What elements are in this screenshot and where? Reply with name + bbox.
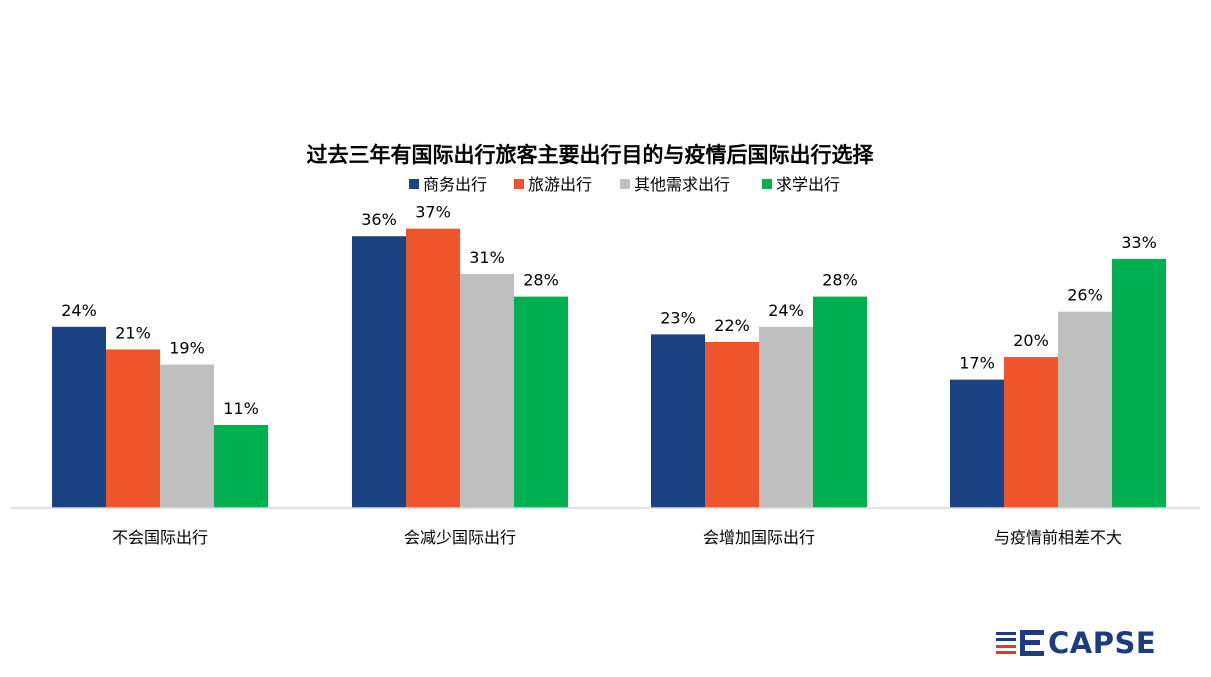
bar-group	[52, 228, 1166, 508]
bar	[759, 326, 813, 508]
legend-label: 商务出行	[423, 175, 487, 194]
data-label: 37%	[415, 203, 451, 222]
legend-swatch	[409, 179, 419, 189]
bar	[214, 424, 268, 508]
bar	[460, 273, 514, 508]
bar	[1004, 357, 1058, 508]
data-label: 24%	[61, 301, 97, 320]
chart-title: 过去三年有国际出行旅客主要出行目的与疫情后国际出行选择	[307, 143, 875, 167]
bar	[705, 341, 759, 508]
category-label: 不会国际出行	[112, 528, 208, 547]
capse-logo: CAPSE	[996, 625, 1156, 661]
bar	[1112, 258, 1166, 508]
bar	[160, 364, 214, 508]
category-label: 会减少国际出行	[404, 528, 516, 547]
legend-swatch	[762, 179, 772, 189]
bar	[1058, 311, 1112, 508]
data-label: 23%	[660, 308, 696, 327]
bar	[514, 296, 568, 508]
bar	[406, 228, 460, 508]
legend-label: 旅游出行	[528, 175, 592, 194]
data-label: 28%	[523, 271, 559, 290]
data-label: 36%	[361, 210, 397, 229]
capse-logo-mark-icon	[996, 630, 1044, 656]
data-label: 33%	[1121, 233, 1157, 252]
data-label: 24%	[768, 301, 804, 320]
bar	[813, 296, 867, 508]
data-labels: 24% 21% 19% 11% 36% 37% 31% 28% 23% 22% 24% 28% 17% 2…	[61, 203, 1157, 418]
data-label: 28%	[822, 271, 858, 290]
data-label: 26%	[1067, 286, 1103, 305]
legend-swatch	[620, 179, 630, 189]
category-labels: 不会国际出行 会减少国际出行 会增加国际出行 与疫情前相差不大	[112, 528, 1122, 547]
bar	[352, 236, 406, 508]
data-label: 17%	[959, 354, 995, 373]
bar	[106, 349, 160, 508]
category-label: 与疫情前相差不大	[994, 528, 1122, 547]
category-label: 会增加国际出行	[703, 528, 815, 547]
data-label: 11%	[223, 399, 259, 418]
capse-logo-text: CAPSE	[1048, 626, 1157, 660]
data-label: 20%	[1013, 331, 1049, 350]
data-label: 21%	[115, 323, 151, 342]
legend-swatch	[514, 179, 524, 189]
chart-legend: 商务出行 旅游出行 其他需求出行 求学出行	[409, 175, 840, 194]
legend-label: 求学出行	[776, 175, 840, 194]
data-label: 19%	[169, 339, 205, 358]
data-label: 22%	[714, 316, 750, 335]
bar	[950, 379, 1004, 508]
legend-label: 其他需求出行	[634, 175, 730, 194]
bar	[651, 334, 705, 508]
data-label: 31%	[469, 248, 505, 267]
bar	[52, 326, 106, 508]
